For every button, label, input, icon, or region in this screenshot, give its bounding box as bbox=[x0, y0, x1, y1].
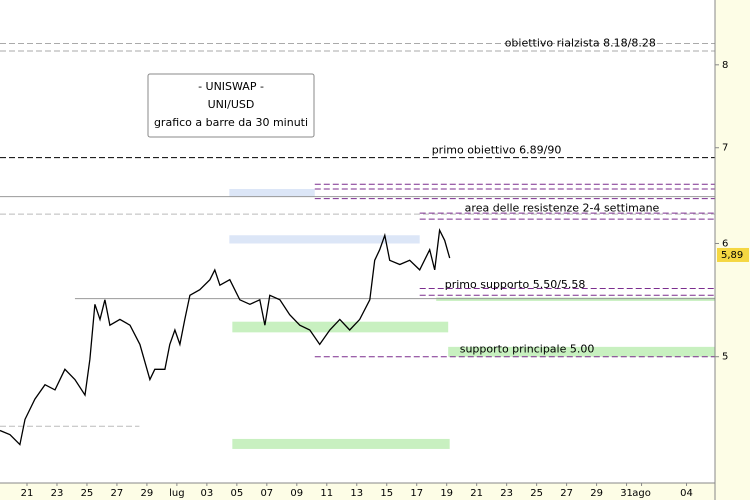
x-tick-label: 29 bbox=[141, 488, 154, 499]
zone-band bbox=[229, 235, 420, 244]
info-title: - UNISWAP - bbox=[198, 80, 264, 93]
x-tick-label: 21 bbox=[470, 488, 483, 499]
x-tick-label: 25 bbox=[530, 488, 543, 499]
last-price-box bbox=[717, 247, 749, 262]
x-axis-area bbox=[0, 483, 715, 500]
zone-band bbox=[448, 346, 715, 357]
info-box bbox=[147, 73, 315, 138]
annotation: area delle resistenze 2-4 settimane bbox=[465, 201, 660, 214]
y-tick-label: 5 bbox=[722, 352, 728, 363]
x-tick-label: 29 bbox=[590, 488, 603, 499]
annotation: supporto principale 5.00 bbox=[460, 342, 595, 355]
price-line bbox=[0, 227, 451, 446]
x-tick-label: 15 bbox=[380, 488, 393, 499]
annotation: primo supporto 5.50/5.58 bbox=[445, 278, 586, 291]
zone-band bbox=[232, 438, 450, 449]
x-tick-label: 13 bbox=[350, 488, 363, 499]
x-tick-label: 27 bbox=[560, 488, 573, 499]
x-tick-label: 17 bbox=[410, 488, 423, 499]
x-tick-label: 27 bbox=[111, 488, 124, 499]
x-tick-label: 04 bbox=[680, 488, 693, 499]
plot: 5 6 7 8 21 23 25 27 29 lug 03 05 07 09 11 13 15 17 19 21 23 2… bbox=[0, 36, 728, 499]
x-tick-label: lug bbox=[169, 488, 184, 499]
x-tick-label: 23 bbox=[51, 488, 64, 499]
last-price-label: 5,89 bbox=[721, 250, 743, 261]
y-tick-label: 7 bbox=[722, 143, 728, 154]
info-desc: grafico a barre da 30 minuti bbox=[154, 116, 308, 129]
x-tick-label: 03 bbox=[200, 488, 213, 499]
x-tick-label: ago bbox=[632, 488, 651, 499]
x-tick-label: 25 bbox=[81, 488, 94, 499]
x-tick-label: 09 bbox=[290, 488, 303, 499]
x-tick-label: 05 bbox=[230, 488, 243, 499]
annotation: obiettivo rialzista 8.18/8.28 bbox=[505, 36, 656, 49]
x-tick-label: 11 bbox=[320, 488, 333, 499]
y-tick-label: 8 bbox=[722, 60, 728, 71]
zone-band bbox=[229, 189, 315, 197]
x-tick-label: 07 bbox=[260, 488, 273, 499]
x-tick-label: 21 bbox=[21, 488, 34, 499]
info-pair: UNI/USD bbox=[208, 98, 255, 111]
y-tick-label: 6 bbox=[722, 238, 728, 249]
annotation: primo obiettivo 6.89/90 bbox=[432, 143, 562, 156]
x-tick-label: 31 bbox=[620, 488, 633, 499]
x-tick-label: 23 bbox=[500, 488, 513, 499]
zone-band bbox=[436, 297, 715, 301]
x-tick-label: 19 bbox=[440, 488, 453, 499]
zone-band bbox=[232, 321, 449, 333]
